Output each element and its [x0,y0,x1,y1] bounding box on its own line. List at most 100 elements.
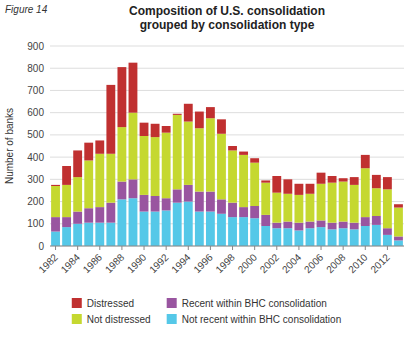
bar-segment [372,175,381,188]
bar-segment [206,118,215,191]
x-tick-label: 1998 [213,251,237,275]
bar-segment [195,212,204,246]
bar-segment [283,194,292,222]
x-tick [254,246,255,250]
bar-segment [306,222,315,229]
bar-segment [95,140,104,153]
series [51,63,403,208]
bar-segment [383,177,392,189]
bar-segment [272,176,281,193]
legend-item: Distressed [72,298,134,309]
bar-segment [106,85,115,154]
bar-segment [117,182,126,200]
x-tick [166,246,167,250]
legend-swatch [167,298,177,308]
x-tick [144,246,145,250]
y-tick-label: 400 [27,152,44,163]
bar-segment [250,163,259,206]
bar-segment [117,127,126,181]
y-tick-label: 600 [27,107,44,118]
grid-line [50,134,404,135]
bar-segment [62,166,71,185]
bar-segment [350,223,359,230]
x-tick [210,246,211,250]
bar-segment [394,208,403,237]
bar-segment [317,173,326,184]
bar-segment [272,193,281,223]
bar-segment [140,195,149,212]
bar-segment [294,223,303,231]
bar-segment [84,160,93,208]
bar-segment [228,150,237,202]
bar-segment [62,217,71,227]
bar-segment [129,179,138,198]
bar-segment [140,136,149,195]
x-tick-label: 1984 [59,251,83,275]
bar-segment [239,217,248,246]
y-tick-label: 200 [27,196,44,207]
x-tick [298,246,299,250]
bar-segment [261,183,270,215]
bar-segment [73,212,82,224]
x-tick-label: 1996 [191,251,215,275]
bar-segment [217,214,226,246]
bar-segment [84,143,93,161]
figure-label: Figure 14 [5,4,48,15]
bar-segment [173,189,182,202]
x-tick [55,246,56,250]
bar-segment [250,206,259,218]
bar-segment [117,67,126,127]
bar-segment [84,208,93,222]
bar-segment [51,185,60,186]
bar-segment [162,133,171,199]
x-tick [276,246,277,250]
bar-segment [328,176,337,183]
bar-segment [350,229,359,246]
bar-segment [73,150,82,177]
x-tick-label: 2010 [346,251,370,275]
bar-segment [306,194,315,222]
x-axis-line [50,246,404,247]
bar-segment [206,212,215,246]
bar-segment [294,230,303,246]
bar-segment [339,228,348,246]
bar-segment [151,137,160,196]
bar-segment [283,222,292,229]
legend-item: Not recent within BHC consolidation [167,314,342,325]
bar-segment [217,119,226,133]
legend-item: Recent within BHC consolidation [167,298,327,309]
bar-segment [195,112,204,129]
bar-segment [361,168,370,217]
x-tick [77,246,78,250]
bars [51,63,403,246]
bar-segment [239,207,248,217]
x-tick [365,246,366,250]
bar-segment [339,222,348,229]
y-tick-label: 0 [38,241,44,252]
bar-segment [228,203,237,217]
bar-segment [106,203,115,223]
bar-segment [394,240,403,246]
legend-swatch [72,298,82,308]
bar-segment [184,104,193,122]
bar-segment [151,196,160,212]
bar-segment [350,185,359,223]
bar-segment [217,134,226,200]
background [0,0,413,345]
y-tick-label: 100 [27,218,44,229]
bar-segment [228,146,237,150]
bar-segment [184,185,193,202]
bar-segment [73,224,82,246]
bar-segment [372,225,381,246]
x-tick-label: 1986 [81,251,105,275]
bar-segment [294,184,303,195]
bar-segment [51,186,60,217]
y-tick-label: 300 [27,174,44,185]
bar-segment [140,123,149,136]
title: Composition of U.S. consolidationgrouped… [129,4,325,32]
bar-segment [151,124,160,137]
bar-segment [272,228,281,246]
bar-segment [206,107,215,118]
y-axis-label: Number of banks [4,108,15,184]
x-tick [121,246,122,250]
